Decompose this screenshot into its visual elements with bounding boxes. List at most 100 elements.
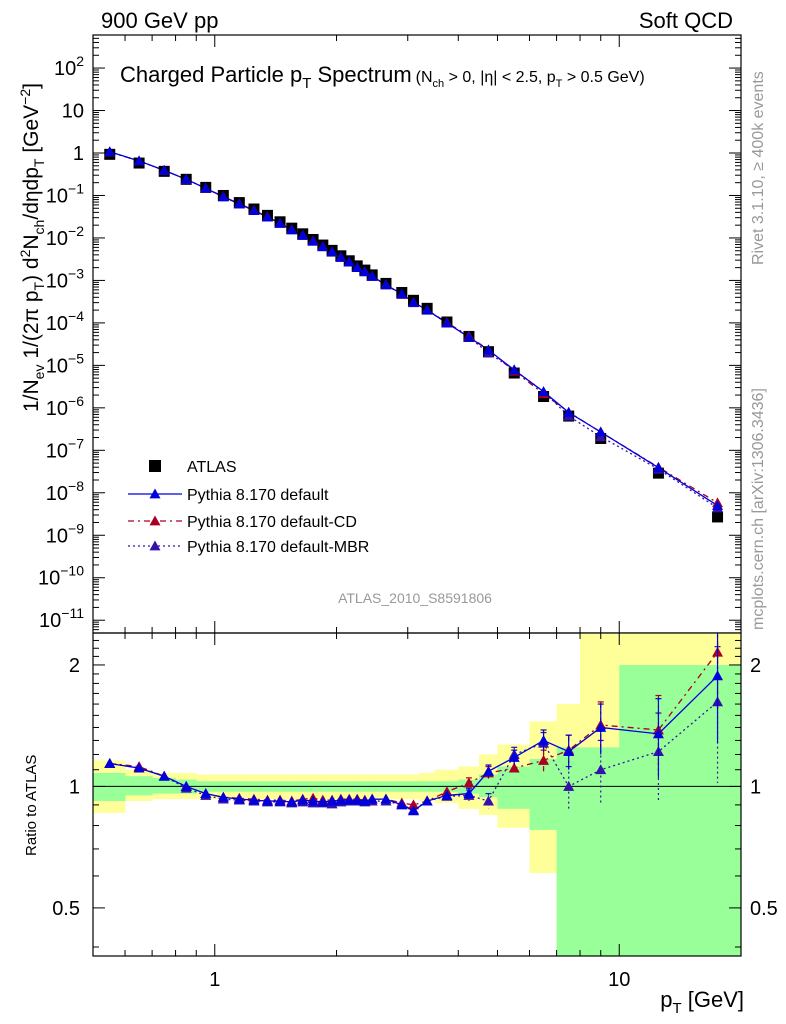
analysis-name: ATLAS_2010_S8591806 — [338, 590, 492, 606]
mc-point — [307, 235, 319, 246]
ratio-point — [563, 746, 575, 756]
mc-point — [133, 155, 145, 166]
ratio-y-tick-label: 2 — [69, 655, 80, 677]
mc-point — [508, 364, 520, 375]
ratio-point — [595, 721, 607, 732]
ratio-point — [421, 795, 433, 806]
legend-marker — [149, 488, 161, 499]
mc-point — [563, 406, 575, 417]
ratio-y-tick-label: 1 — [69, 776, 80, 798]
series-line — [109, 151, 718, 504]
ratio-y-label: Ratio to ATLAS — [23, 755, 40, 856]
ratio-point — [158, 770, 170, 781]
ratio-point — [408, 799, 420, 810]
side-text-bottom: mcplots.cern.ch [arXiv:1306.3436] — [750, 388, 767, 630]
ratio-point — [712, 670, 724, 681]
mc-point — [538, 386, 550, 397]
mc-point — [261, 211, 273, 222]
legend: ATLAS Pythia 8.170 default Pythia 8.170 de… — [128, 459, 369, 556]
mc-point — [359, 266, 371, 277]
band-inner-bin — [619, 664, 691, 956]
ratio-point — [538, 754, 550, 765]
mc-point — [233, 198, 245, 209]
header-left: 900 GeV pp — [101, 8, 218, 33]
mc-point — [712, 500, 724, 510]
legend-label: Pythia 8.170 default-MBR — [187, 539, 369, 556]
band-inner-bin — [497, 766, 531, 809]
ratio-point — [538, 734, 550, 745]
y-tick-label: 10−9 — [46, 520, 84, 547]
y-tick-label: 10−10 — [38, 563, 84, 590]
mc-point — [366, 270, 378, 281]
mc-point — [158, 164, 170, 175]
ratio-point — [335, 794, 347, 805]
y-tick-label: 10 — [62, 101, 84, 123]
legend-marker-atlas — [149, 460, 161, 472]
main-panel: 10−1110−1010−910−810−710−610−510−410−310… — [38, 34, 742, 634]
ratio-point — [248, 794, 260, 805]
ratio-point — [297, 794, 309, 805]
ratio-point — [595, 764, 607, 775]
series-line — [109, 151, 718, 507]
band-inner-bin — [580, 747, 620, 956]
ratio-point — [396, 799, 408, 810]
ratio-point — [326, 795, 338, 806]
legend-label: Pythia 8.170 default — [187, 487, 329, 504]
ratio-frame — [92, 632, 742, 957]
ratio-point — [652, 728, 664, 739]
ratio-point — [274, 795, 286, 806]
y-tick-label: 1 — [73, 143, 84, 165]
x-tick-label: 10 — [608, 969, 630, 991]
ratio-point — [563, 780, 575, 791]
legend-label: Pythia 8.170 default-CD — [187, 514, 357, 531]
legend-marker — [149, 540, 161, 551]
band-inner-bin — [125, 776, 153, 796]
mc-point — [595, 426, 607, 437]
y-tick-label: 102 — [54, 53, 84, 80]
mc-point — [317, 241, 329, 252]
ratio-point — [133, 762, 145, 773]
band-inner-bin — [690, 664, 741, 956]
mc-point — [248, 205, 260, 216]
ratio-point — [261, 795, 273, 806]
y-tick-label: 10−2 — [46, 223, 84, 250]
ratio-point — [508, 762, 520, 773]
mc-point — [408, 296, 420, 307]
mc-point — [274, 217, 286, 228]
legend-label: ATLAS — [187, 459, 237, 476]
ratio-point — [317, 796, 329, 807]
ratio-point — [351, 794, 363, 805]
ratio-point — [343, 794, 355, 805]
y-tick-label: 10−5 — [46, 350, 84, 377]
ratio-point — [408, 805, 420, 816]
y-axis-label: 1/Nev 1/(2π pT) d2Nch/dηdpT [GeV−2] — [17, 83, 47, 412]
ratio-point — [233, 793, 245, 804]
ratio-point — [286, 796, 298, 807]
side-text-top: Rivet 3.1.10, ≥ 400k events — [750, 71, 767, 265]
mc-point — [326, 246, 338, 257]
mc-point — [482, 344, 494, 355]
x-axis-label: pT [GeV] — [660, 987, 744, 1017]
ratio-point — [200, 788, 212, 798]
mc-point — [286, 224, 298, 235]
y-tick-label: 10−11 — [39, 605, 84, 632]
ratio-point — [307, 795, 319, 806]
ratio-point — [366, 793, 378, 804]
ratio-y-tick-label: 0.5 — [52, 898, 80, 920]
mc-point — [297, 229, 309, 240]
mc-point — [335, 251, 347, 262]
main-title: Charged Particle pT Spectrum (Nch > 0, |η… — [120, 62, 645, 92]
y-tick-label: 10−3 — [46, 265, 84, 292]
ratio-y-tick-label-right: 1 — [750, 776, 761, 798]
band-inner-bin — [93, 772, 126, 802]
ratio-panel: 1 10 0.5 0.5 1 1 2 2 — [52, 632, 778, 991]
data-point-atlas — [712, 511, 724, 523]
ratio-y-tick-label-right: 0.5 — [750, 898, 778, 920]
mc-point — [652, 462, 664, 473]
band-inner-bin — [556, 747, 581, 956]
mc-point — [180, 173, 192, 184]
mc-point — [441, 317, 453, 328]
ratio-point — [463, 777, 475, 788]
series-line — [109, 151, 718, 509]
